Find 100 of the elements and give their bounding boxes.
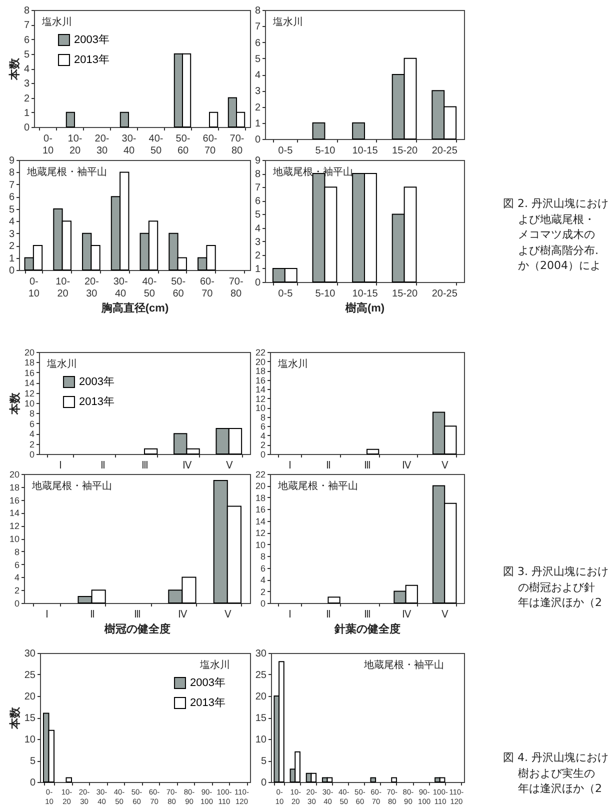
x-tick-label: 50- 60 — [176, 134, 190, 156]
y-tick-label: 14 — [255, 384, 266, 395]
y-tick-label: 20 — [24, 692, 36, 702]
y-axis-title: 本数 — [8, 706, 22, 730]
y-tick-label: 9 — [8, 156, 15, 166]
y-tick-label: 12 — [255, 394, 266, 404]
bar — [120, 112, 129, 128]
y-axis-title: 本数 — [8, 392, 22, 416]
x-tick-label: Ⅱ — [326, 460, 332, 472]
x-tick-label: 5-10 — [315, 288, 336, 300]
x-tick-label: Ⅰ — [288, 610, 292, 620]
legend-label: 2003年 — [74, 34, 110, 46]
bar — [209, 112, 218, 128]
bar — [66, 777, 72, 782]
x-tick-label: 50- 60 — [171, 276, 186, 300]
x-tick-label: 40- 50 — [142, 276, 157, 300]
y-tick-label: 16 — [255, 504, 266, 515]
y-tick-label: 15 — [255, 713, 267, 724]
y-tick-label: 0 — [14, 598, 20, 608]
x-tick-label: 0- 10 — [28, 276, 40, 300]
x-tick-label: Ⅴ — [442, 460, 449, 472]
y-tick-label: 0 — [30, 778, 36, 788]
y-tick-label: 4 — [260, 575, 266, 586]
y-tick-label: 25 — [24, 670, 36, 681]
x-axis-title: 樹冠の健全度 — [104, 622, 170, 636]
y-tick-label: 5 — [8, 204, 15, 216]
text: よび樹高階分布. — [517, 242, 600, 258]
x-tick-label: 0- 10 — [42, 134, 54, 156]
y-tick-label: 18 — [255, 492, 266, 503]
x-tick-label: Ⅳ — [178, 610, 188, 620]
y-tick-label: 25 — [255, 670, 267, 681]
x-tick-label: 40- 50 — [148, 134, 164, 156]
caption: 図 2. 丹沢山塊におけ — [503, 196, 608, 212]
y-tick-label: 0 — [260, 778, 267, 788]
x-tick-label: 5-10 — [315, 146, 336, 156]
x-tick-label: 20-25 — [432, 146, 458, 156]
y-tick-label: 4 — [8, 216, 15, 228]
y-axis-title: 本数 — [8, 57, 21, 81]
y-tick-label: 7 — [254, 182, 261, 194]
x-tick-label: 30- 40 — [113, 276, 128, 300]
text: 年は逢沢ほか（2 — [517, 595, 603, 610]
x-tick-label: Ⅲ — [364, 610, 371, 620]
legend-label: 2013年 — [74, 54, 110, 66]
y-tick-label: 6 — [254, 38, 261, 49]
y-tick-label: 20 — [255, 692, 267, 702]
y-tick-label: 12 — [9, 521, 20, 532]
text: 地蔵尾根・袖平山 — [277, 480, 358, 492]
text: 塩水川 — [46, 358, 77, 370]
x-tick-label: 20- 30 — [94, 134, 110, 156]
caption: 図 4. 丹沢山塊におけ — [503, 750, 608, 766]
y-tick-label: 2 — [254, 250, 261, 262]
y-tick-label: 5 — [254, 54, 261, 65]
x-tick-label: 15-20 — [392, 288, 418, 300]
y-tick-label: 30 — [255, 648, 267, 660]
y-tick-label: 16 — [9, 495, 20, 506]
y-tick-label: 2 — [29, 439, 34, 450]
bar — [144, 448, 158, 454]
y-tick-label: 3 — [254, 86, 261, 98]
y-tick-label: 16 — [255, 375, 266, 386]
y-tick-label: 0 — [29, 450, 34, 460]
bar — [328, 596, 340, 604]
y-tick-label: 22 — [255, 470, 266, 480]
text: 地蔵尾根・袖平山 — [26, 166, 107, 178]
y-tick-label: 2 — [24, 93, 30, 104]
y-tick-label: 4 — [254, 70, 261, 81]
text: 塩水川 — [272, 16, 303, 28]
caption: 図 3. 丹沢山塊におけ — [503, 564, 608, 580]
y-tick-label: 20 — [9, 470, 20, 480]
y-tick-label: 7 — [24, 20, 30, 32]
x-axis-title: 胸高直径(cm) — [100, 302, 169, 314]
text: 年は逢沢ほか（2 — [517, 781, 603, 796]
x-tick-label: Ⅱ — [326, 610, 332, 620]
y-tick-label: 8 — [254, 169, 261, 180]
y-tick-label: 4 — [260, 430, 266, 441]
x-tick-label: Ⅲ — [142, 460, 148, 472]
x-tick-label: 20-25 — [432, 288, 458, 300]
y-tick-label: 2 — [8, 241, 15, 252]
y-tick-label: 12 — [24, 388, 34, 398]
x-axis-title: 針葉の健全度 — [334, 622, 400, 636]
x-tick-label: Ⅴ — [442, 610, 449, 620]
y-tick-label: 30 — [24, 648, 36, 660]
y-tick-label: 2 — [14, 586, 20, 596]
y-tick-label: 6 — [260, 563, 266, 574]
x-axis-title: 樹高(m) — [344, 302, 385, 314]
y-tick-label: 8 — [260, 412, 266, 422]
x-tick-label: Ⅴ — [224, 610, 232, 620]
x-tick-label: 70- 80 — [228, 276, 244, 300]
y-tick-label: 8 — [260, 552, 266, 562]
y-tick-label: 1 — [254, 264, 261, 275]
y-tick-label: 1 — [254, 118, 261, 130]
x-tick-label: 30- 40 — [122, 134, 136, 156]
x-tick-label: 10- 20 — [56, 276, 70, 300]
y-tick-label: 10 — [255, 403, 266, 414]
y-tick-label: 4 — [254, 223, 261, 234]
y-tick-label: 10 — [255, 540, 266, 550]
y-tick-label: 8 — [14, 546, 20, 557]
bar — [370, 777, 376, 782]
text: 樹および実生の — [517, 766, 596, 781]
x-tick-label: 0-5 — [278, 146, 294, 156]
legend-label: 2003年 — [79, 376, 114, 388]
